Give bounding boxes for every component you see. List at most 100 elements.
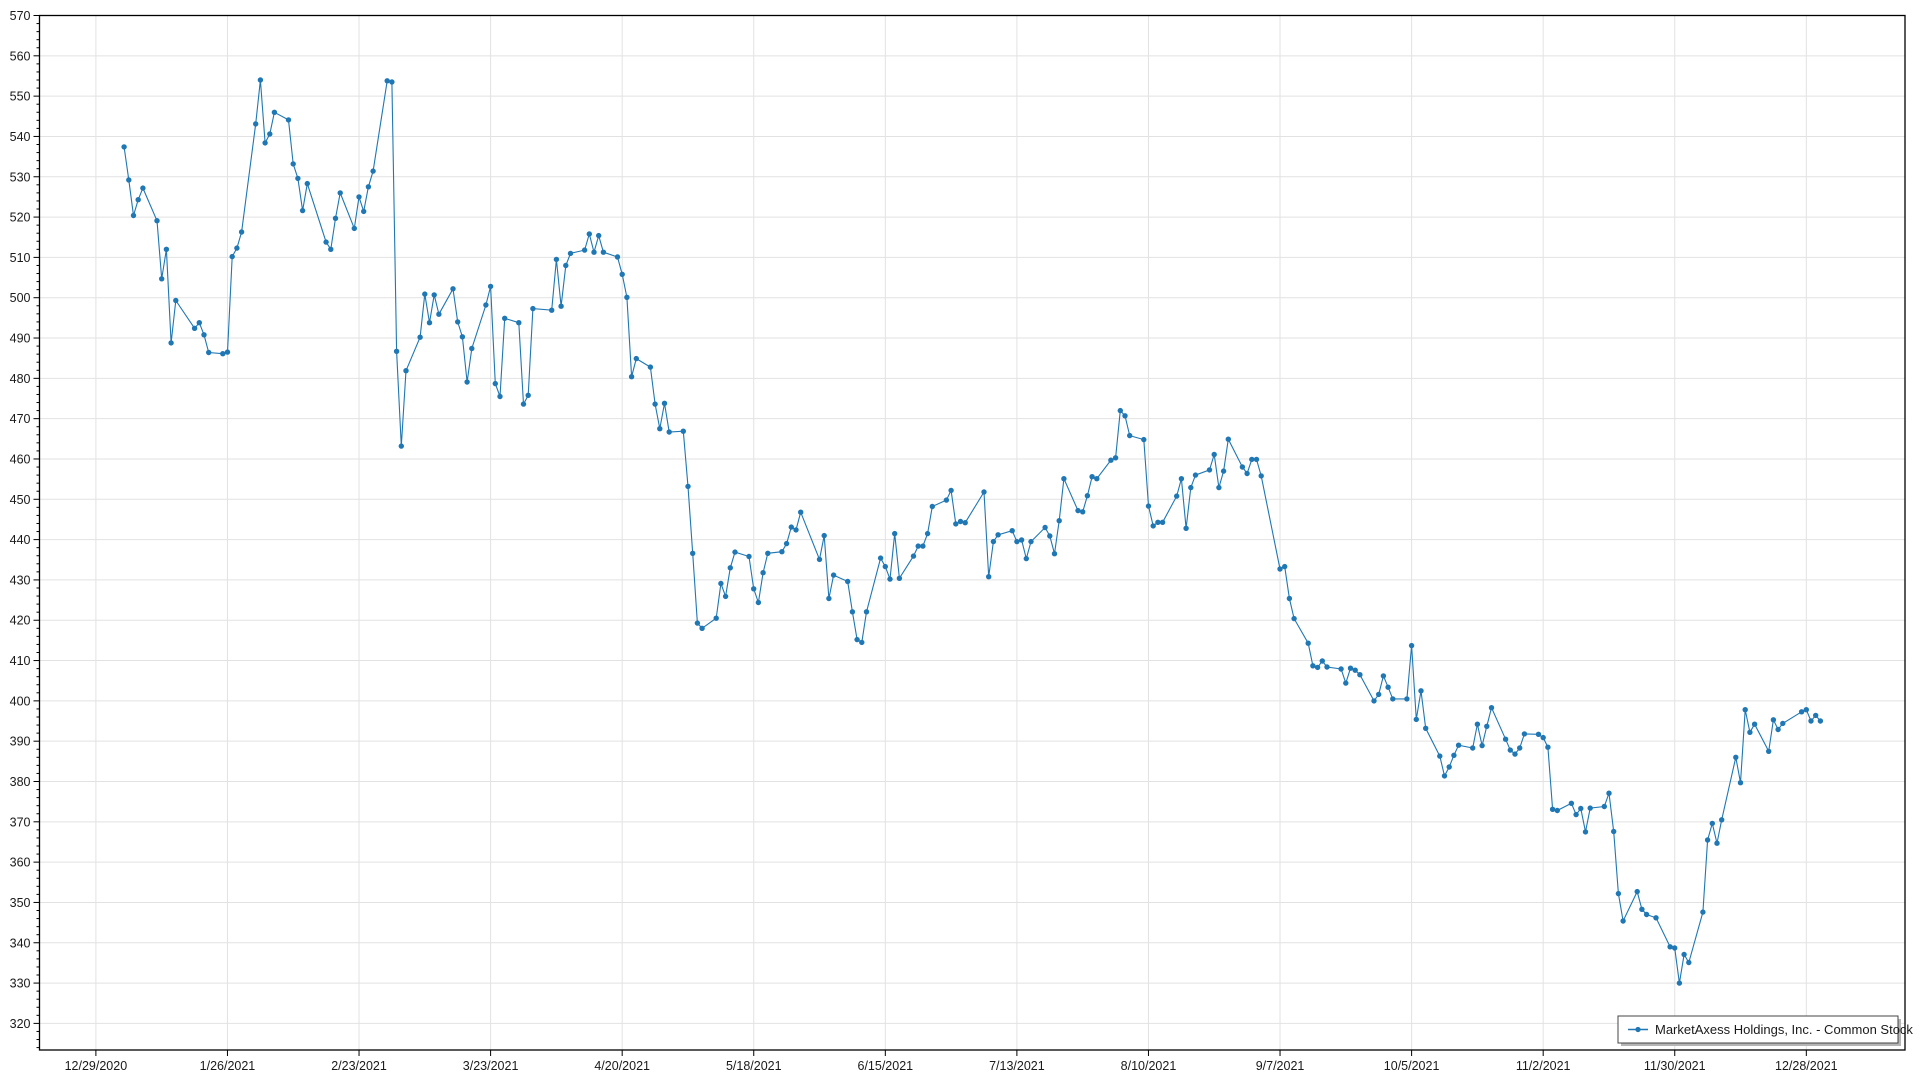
data-point [614,254,621,260]
data-point [1028,538,1034,545]
data-point [1751,721,1758,727]
data-point [1484,723,1490,729]
data-point [130,212,137,219]
data-point [1324,664,1330,670]
data-point [1277,566,1283,572]
data-point [1258,473,1264,479]
data-point [1310,663,1316,669]
data-point [1376,691,1382,698]
x-tick-label: 6/15/2021 [858,1059,914,1073]
data-point [257,77,264,83]
data-point [1615,890,1622,897]
data-point [304,180,310,187]
data-point [732,549,738,555]
y-tick-label: 520 [10,211,31,225]
data-point [1479,742,1485,749]
data-point [751,586,757,592]
data-point [882,563,888,570]
data-point [356,194,362,200]
data-point [953,521,959,527]
data-point [220,351,226,357]
x-tick-label: 8/10/2021 [1121,1059,1177,1073]
data-point [1808,718,1814,724]
data-point [1211,451,1217,458]
data-point [1286,595,1293,602]
data-point [798,509,804,515]
data-point [436,311,442,317]
data-point [1291,615,1297,622]
data-point [1488,705,1495,711]
data-point [1672,945,1678,951]
data-point [370,168,376,174]
data-point [1150,523,1156,529]
data-point [1075,507,1081,514]
data-point [1601,803,1608,810]
y-tick-label: 550 [10,90,31,104]
data-point [201,332,207,338]
data-point [1319,658,1326,664]
data-point [1404,696,1410,702]
data-point [1305,640,1311,646]
data-point [1634,888,1640,895]
y-tick-label: 380 [10,775,31,789]
data-point [1018,537,1025,543]
data-point [962,520,968,526]
data-point [1380,673,1387,679]
data-point [877,555,884,561]
legend: MarketAxess Holdings, Inc. - Common Stoc… [1617,1015,1913,1046]
data-point [1766,748,1772,754]
data-point [516,320,522,326]
data-point [163,246,170,252]
data-point [229,253,235,260]
data-point [1216,484,1222,491]
data-point [1611,828,1617,835]
data-point [929,503,935,510]
data-point [497,393,503,400]
data-point [520,401,527,407]
y-tick-label: 540 [10,130,31,144]
data-point [361,208,367,215]
data-point [1775,726,1781,733]
data-point [1653,915,1659,921]
data-point [1667,944,1673,950]
data-point [1117,407,1124,414]
data-point [859,639,865,646]
data-point [1080,509,1086,515]
data-point [426,320,433,326]
data-point [633,355,639,362]
data-point [234,245,240,251]
y-tick-label: 510 [10,251,31,265]
data-point [995,532,1001,538]
data-point [783,540,790,547]
data-point [1413,716,1420,723]
data-point [652,401,658,407]
data-point [1742,707,1748,713]
data-point [384,78,390,84]
data-point [1517,745,1523,751]
data-point [191,325,198,331]
data-point [1733,754,1739,760]
data-point [1817,718,1824,724]
data-point [746,553,752,560]
data-point [910,553,917,559]
data-point [1155,519,1161,525]
data-point [1587,805,1593,811]
y-tick-label: 450 [10,493,31,507]
x-tick-label: 12/29/2020 [65,1059,128,1073]
data-point [1371,698,1377,704]
data-point [1704,837,1711,843]
data-point [267,131,273,137]
data-point [1451,752,1457,758]
data-point [680,428,686,434]
data-point [600,249,607,255]
data-point [924,530,931,537]
data-point [1441,773,1448,779]
data-point [328,246,334,252]
data-point [657,426,663,432]
data-point [793,527,799,533]
x-tick-label: 9/7/2021 [1256,1059,1305,1073]
data-point [365,184,372,190]
y-tick-label: 410 [10,654,31,668]
data-point [1183,525,1189,531]
